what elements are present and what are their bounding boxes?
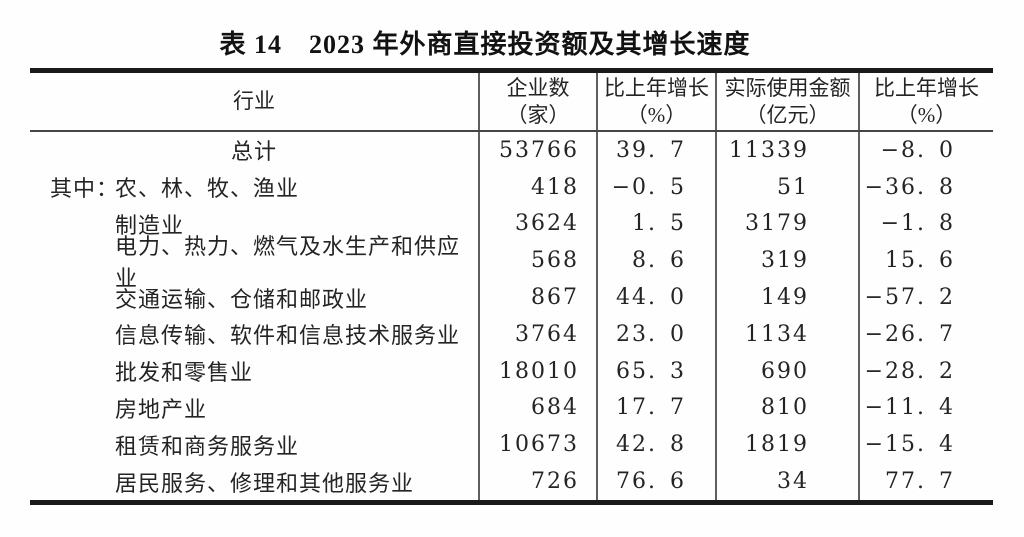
table-row: 制造业 3624 1. 5 3179 −1. 8 bbox=[30, 205, 993, 243]
value-cell: −26. 7 bbox=[858, 315, 993, 353]
industry-cell: 电力、热力、燃气及水生产和供应业 bbox=[30, 234, 478, 291]
table-header-row: 行业 企业数 （家） 比上年增长 （%） 实际使用金额 （亿元） 比上年增长 （%） bbox=[30, 73, 993, 132]
table-row: 房地产业 684 17. 7 810 −11. 4 bbox=[30, 389, 993, 427]
industry-name: 农、林、牧、渔业 bbox=[115, 176, 300, 202]
value-cell: −8. 0 bbox=[858, 132, 993, 169]
fdi-table: 行业 企业数 （家） 比上年增长 （%） 实际使用金额 （亿元） 比上年增长 （%） 总计 537… bbox=[30, 68, 993, 505]
column-header-line: （%） bbox=[626, 102, 687, 127]
industry-cell: 房地产业 bbox=[30, 390, 478, 427]
table-row: 信息传输、软件和信息技术服务业 3764 23. 0 1134 −26. 7 bbox=[30, 315, 993, 353]
column-header-line: 比上年增长 bbox=[874, 75, 979, 100]
value-cell: 418 bbox=[478, 168, 596, 206]
value-cell: 53766 bbox=[478, 132, 596, 169]
value-cell: 15. 6 bbox=[858, 242, 993, 280]
industry-cell: 租赁和商务服务业 bbox=[30, 426, 478, 463]
table-row: 交通运输、仓储和邮政业 867 44. 0 149 −57. 2 bbox=[30, 279, 993, 316]
table-row: 电力、热力、燃气及水生产和供应业 568 8. 6 319 15. 6 bbox=[30, 234, 993, 291]
value-cell: 39. 7 bbox=[596, 132, 715, 169]
value-cell: 77. 7 bbox=[858, 463, 993, 500]
value-cell: −1. 8 bbox=[858, 205, 993, 243]
column-header-line: 实际使用金额 bbox=[724, 75, 851, 100]
value-cell: 568 bbox=[478, 242, 596, 280]
value-cell: 42. 8 bbox=[596, 426, 715, 464]
value-cell: 23. 0 bbox=[596, 315, 715, 353]
value-cell: 65. 3 bbox=[596, 352, 715, 390]
value-cell: −28. 2 bbox=[858, 352, 993, 390]
column-header-line: 行业 bbox=[233, 89, 275, 113]
table-row: 其中： 农、林、牧、渔业 418 −0. 5 51 −36. 8 bbox=[30, 168, 993, 206]
value-cell: 1. 5 bbox=[596, 205, 715, 243]
value-cell: 149 bbox=[715, 279, 858, 316]
industry-name: 居民服务、修理和其他服务业 bbox=[115, 470, 415, 496]
industry-cell: 交通运输、仓储和邮政业 bbox=[30, 279, 478, 316]
table-body: 总计 53766 39. 7 11339 −8. 0 其中： 农、林、牧、渔业 418 −0. … bbox=[30, 132, 993, 500]
value-cell: 684 bbox=[478, 389, 596, 427]
table-top-rule bbox=[30, 68, 993, 73]
table-row: 批发和零售业 18010 65. 3 690 −28. 2 bbox=[30, 352, 993, 390]
column-header-enterprise-count: 企业数 （家） bbox=[478, 73, 596, 130]
value-cell: 51 bbox=[715, 168, 858, 206]
value-cell: 8. 6 bbox=[596, 242, 715, 280]
industry-name: 租赁和商务服务业 bbox=[115, 433, 300, 459]
value-cell: −57. 2 bbox=[858, 279, 993, 316]
value-cell: 867 bbox=[478, 279, 596, 316]
value-cell: 34 bbox=[715, 463, 858, 500]
column-header-line: 比上年增长 bbox=[604, 75, 709, 100]
industry-cell: 其中： 农、林、牧、渔业 bbox=[30, 169, 478, 206]
column-header-growth-vs-prev-year: 比上年增长 （%） bbox=[858, 73, 993, 130]
value-cell: 18010 bbox=[478, 352, 596, 390]
industry-name: 交通运输、仓储和邮政业 bbox=[115, 286, 369, 312]
value-cell: 690 bbox=[715, 352, 858, 390]
column-header-line: 企业数 bbox=[506, 75, 570, 100]
industry-name: 房地产业 bbox=[115, 396, 208, 422]
industry-cell: 总计 bbox=[30, 132, 478, 169]
value-cell: 810 bbox=[715, 389, 858, 427]
table-row: 租赁和商务服务业 10673 42. 8 1819 −15. 4 bbox=[30, 426, 993, 464]
column-header-line: （亿元） bbox=[745, 102, 830, 127]
value-cell: 3764 bbox=[478, 315, 596, 353]
industry-name: 电力、热力、燃气及水生产和供应业 bbox=[115, 233, 461, 291]
column-header-growth-vs-prev-year: 比上年增长 （%） bbox=[596, 73, 715, 130]
value-cell: 17. 7 bbox=[596, 389, 715, 427]
value-cell: −36. 8 bbox=[858, 168, 993, 206]
table-bottom-rule bbox=[30, 499, 993, 505]
column-header-amount-actually-used: 实际使用金额 （亿元） bbox=[715, 73, 858, 130]
industry-name: 批发和零售业 bbox=[115, 360, 254, 386]
value-cell: −0. 5 bbox=[596, 168, 715, 206]
value-cell: 10673 bbox=[478, 426, 596, 464]
value-cell: −11. 4 bbox=[858, 389, 993, 427]
table-row: 总计 53766 39. 7 11339 −8. 0 bbox=[30, 132, 993, 169]
industry-cell: 信息传输、软件和信息技术服务业 bbox=[30, 316, 478, 353]
table-title: 表 14 2023 年外商直接投资额及其增长速度 bbox=[219, 30, 751, 59]
value-cell: 11339 bbox=[715, 132, 858, 169]
industry-name: 制造业 bbox=[115, 212, 185, 238]
industry-name: 总计 bbox=[230, 139, 277, 165]
value-cell: 726 bbox=[478, 463, 596, 500]
value-cell: −15. 4 bbox=[858, 426, 993, 464]
value-cell: 1134 bbox=[715, 315, 858, 353]
value-cell: 3179 bbox=[715, 205, 858, 243]
industry-name: 信息传输、软件和信息技术服务业 bbox=[115, 323, 461, 349]
value-cell: 1819 bbox=[715, 426, 858, 464]
value-cell: 44. 0 bbox=[596, 279, 715, 316]
industry-cell: 居民服务、修理和其他服务业 bbox=[30, 463, 478, 500]
column-header-line: （%） bbox=[896, 102, 957, 127]
row-group-prefix: 其中： bbox=[50, 176, 120, 202]
column-header-line: （家） bbox=[506, 102, 570, 127]
value-cell: 3624 bbox=[478, 205, 596, 243]
table-row: 居民服务、修理和其他服务业 726 76. 6 34 77. 7 bbox=[30, 463, 993, 500]
industry-cell: 制造业 bbox=[30, 206, 478, 243]
industry-cell: 批发和零售业 bbox=[30, 353, 478, 390]
value-cell: 319 bbox=[715, 242, 858, 280]
value-cell: 76. 6 bbox=[596, 463, 715, 500]
column-header-industry: 行业 bbox=[30, 73, 478, 130]
